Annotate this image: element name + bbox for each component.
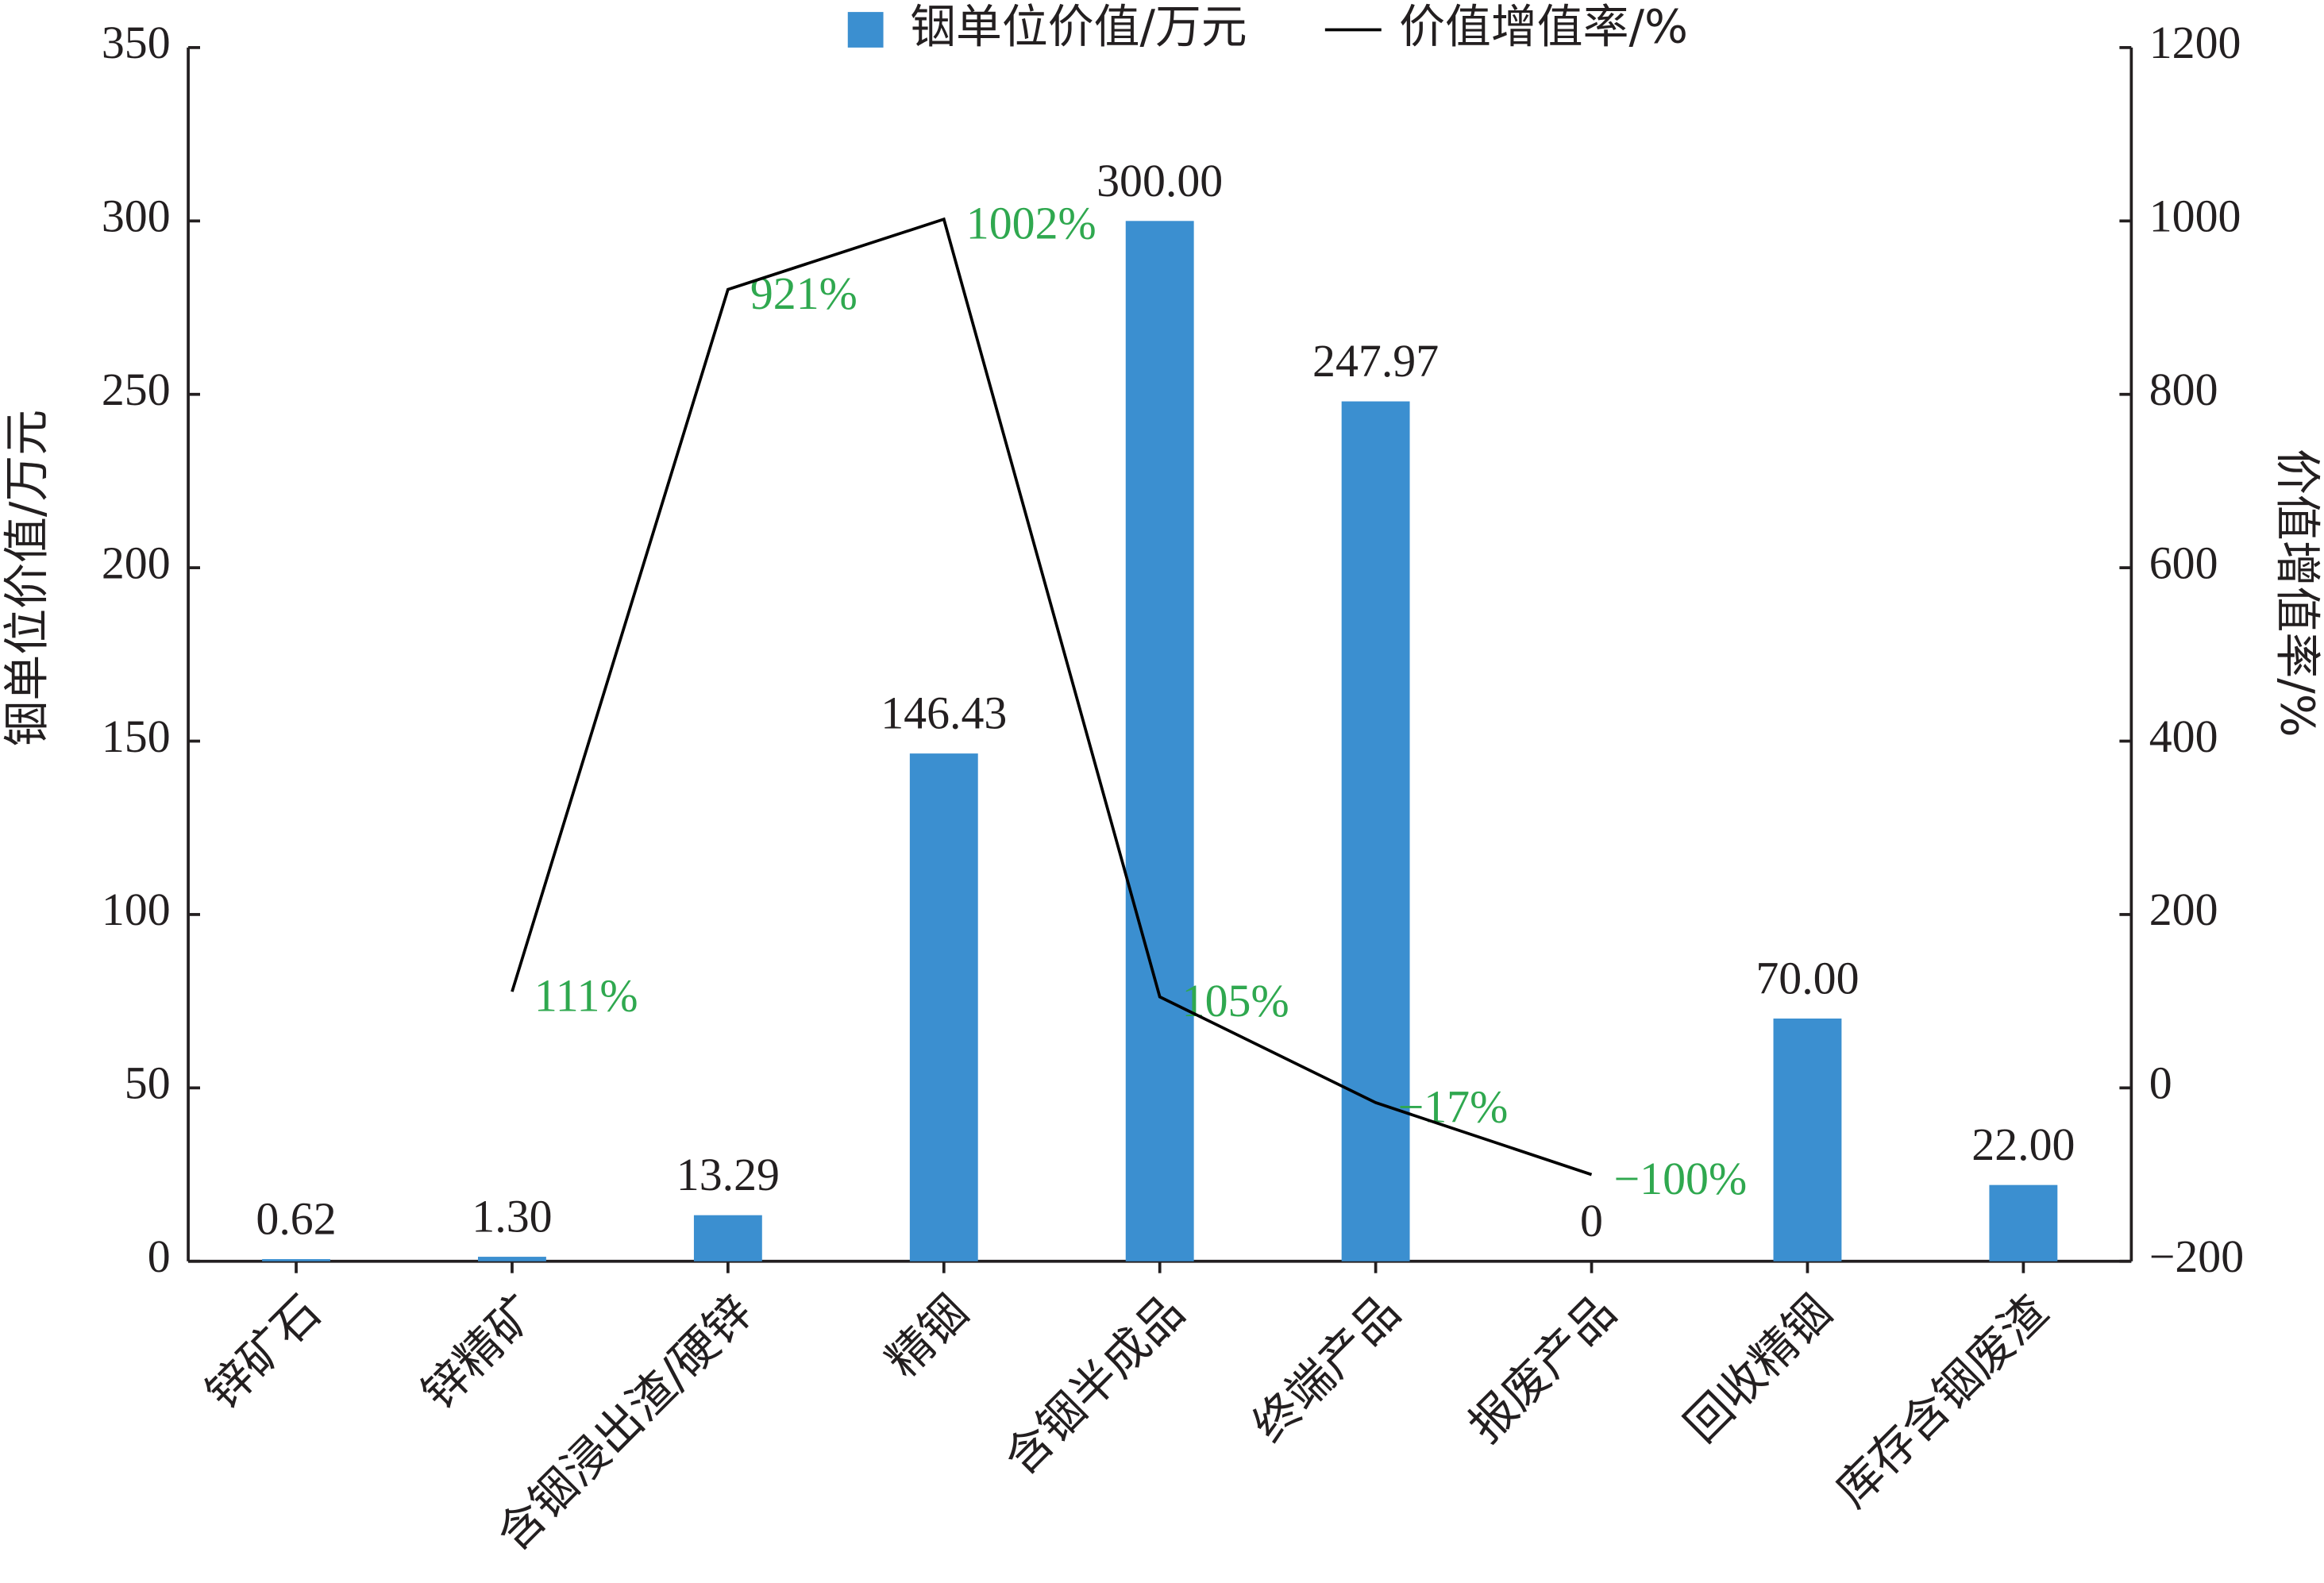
bar-value-label: 70.00 xyxy=(1756,952,1859,1003)
x-tick-label: 终端产品 xyxy=(1243,1285,1411,1453)
bar-value-label: 1.30 xyxy=(472,1191,552,1242)
y-tick-label: 300 xyxy=(102,191,171,242)
x-tick-label: 回收精铟 xyxy=(1674,1285,1842,1453)
x-tick-label: 报废产品 xyxy=(1458,1285,1626,1453)
bar xyxy=(1125,221,1194,1261)
y2-tick-label: −200 xyxy=(2149,1231,2244,1282)
bar xyxy=(909,753,978,1261)
y-tick-label: 0 xyxy=(148,1231,171,1282)
line-value-label: 111% xyxy=(534,970,638,1022)
bar-value-label: 0 xyxy=(1580,1195,1603,1246)
x-tick-label: 锌精矿 xyxy=(411,1285,547,1420)
line-value-label: 105% xyxy=(1182,975,1289,1026)
y-tick-label: 250 xyxy=(102,364,171,415)
x-tick-label: 精铟 xyxy=(876,1285,979,1388)
y-tick-label: 100 xyxy=(102,884,171,935)
bar-value-label: 300.00 xyxy=(1096,155,1223,206)
bar xyxy=(1989,1184,2058,1261)
legend-label: 价值增值率/% xyxy=(1399,0,1688,54)
y2-axis-title: 价值增值率/% xyxy=(2271,449,2324,738)
y-tick-label: 50 xyxy=(125,1057,171,1109)
line-value-label: 1002% xyxy=(966,198,1096,249)
x-tick-label: 锌矿石 xyxy=(195,1285,331,1420)
bar xyxy=(1341,401,1410,1261)
y-tick-label: 150 xyxy=(102,711,171,762)
y-axis-title: 铟单位价值/万元 xyxy=(0,410,53,747)
x-tick-label: 库存含铟废渣 xyxy=(1825,1285,2058,1518)
y2-tick-label: 1000 xyxy=(2149,191,2241,242)
bar-value-label: 146.43 xyxy=(881,688,1007,739)
x-tick-label: 含铟半成品 xyxy=(994,1285,1195,1485)
bar-value-label: 22.00 xyxy=(1971,1119,2075,1170)
y2-tick-label: 1200 xyxy=(2149,17,2241,68)
bar xyxy=(693,1215,762,1261)
y-tick-label: 200 xyxy=(102,537,171,588)
y2-tick-label: 800 xyxy=(2149,364,2218,415)
line xyxy=(511,217,1593,1177)
bar-value-label: 0.62 xyxy=(256,1193,336,1245)
y2-tick-label: 400 xyxy=(2149,711,2218,762)
bar xyxy=(1773,1018,1842,1261)
bar xyxy=(262,1259,330,1261)
line-value-label: −17% xyxy=(1398,1080,1509,1132)
y2-tick-label: 600 xyxy=(2149,537,2218,588)
line-value-label: −100% xyxy=(1614,1153,1748,1204)
line-value-label: 921% xyxy=(750,268,858,319)
y2-tick-label: 0 xyxy=(2149,1057,2172,1109)
legend-label: 铟单位价值/万元 xyxy=(910,0,1247,54)
bar-value-label: 247.97 xyxy=(1312,335,1439,387)
y2-tick-label: 200 xyxy=(2149,884,2218,935)
legend-swatch xyxy=(847,12,884,48)
y-tick-label: 350 xyxy=(102,17,171,68)
bar-value-label: 13.29 xyxy=(676,1149,780,1200)
bar xyxy=(478,1257,546,1261)
